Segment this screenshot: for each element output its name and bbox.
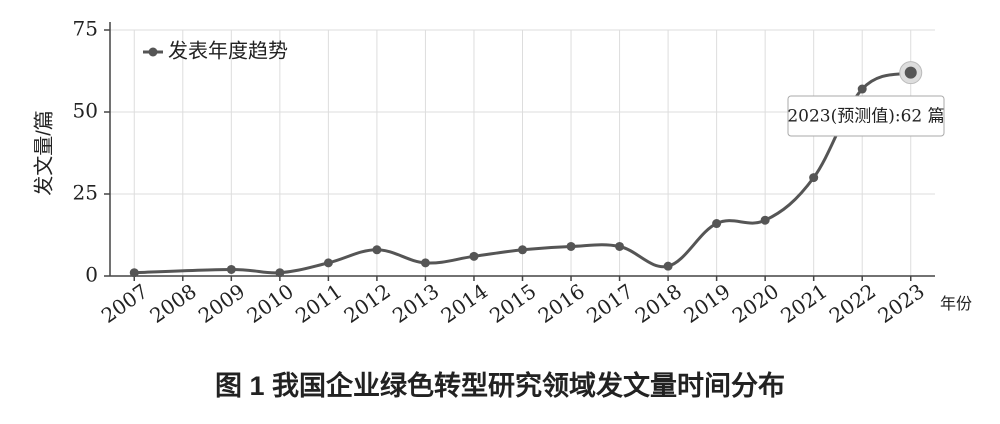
x-tick-label: 2013 <box>388 279 443 328</box>
tooltip-box <box>787 95 945 137</box>
x-tick-label: 2011 <box>291 279 346 328</box>
point <box>712 219 722 229</box>
point <box>663 261 673 271</box>
point <box>372 245 382 255</box>
x-tick-label: 2012 <box>339 279 394 328</box>
y-axis-label: 发文量/篇 <box>32 110 55 196</box>
x-tick-label: 2023 <box>873 279 928 328</box>
point <box>226 264 236 274</box>
x-tick-label: 2017 <box>582 279 637 328</box>
x-tick-label: 2014 <box>437 279 492 328</box>
y-tick-label: 75 <box>73 17 98 41</box>
x-tick-label: 2019 <box>679 279 734 328</box>
x-tick-label: 2010 <box>242 279 297 328</box>
x-tick-label: 2016 <box>534 279 589 328</box>
point <box>420 258 430 268</box>
point <box>323 258 333 268</box>
x-tick-label: 2021 <box>776 279 831 328</box>
legend-marker <box>148 47 158 57</box>
x-tick-label: 2018 <box>631 279 686 328</box>
point <box>857 84 867 94</box>
x-tick-label: 2009 <box>194 279 249 328</box>
y-tick-label: 0 <box>85 263 98 287</box>
point <box>760 215 770 225</box>
point <box>518 245 527 255</box>
point <box>615 241 625 251</box>
point <box>469 251 479 261</box>
point <box>904 66 917 79</box>
point <box>566 241 576 251</box>
point <box>129 268 139 278</box>
y-tick-label: 25 <box>73 181 98 205</box>
x-tick-label: 2007 <box>97 279 152 328</box>
x-tick-label: 2022 <box>825 279 880 328</box>
x-tick-label: 2020 <box>728 279 783 328</box>
series-line <box>134 71 912 275</box>
point <box>275 268 285 278</box>
chart-title: 图 1 我国企业绿色转型研究领域发文量时间分布 <box>215 370 785 401</box>
x-tick-label: 2008 <box>145 279 200 328</box>
x-tick-label: 2015 <box>485 279 540 328</box>
x-axis-label: 年份 <box>940 295 972 313</box>
y-tick-label: 50 <box>73 99 98 123</box>
tooltip-text: 2023(预测值):62 篇 <box>787 107 944 127</box>
legend-label: 发表年度趋势 <box>168 39 288 62</box>
point <box>809 173 819 183</box>
